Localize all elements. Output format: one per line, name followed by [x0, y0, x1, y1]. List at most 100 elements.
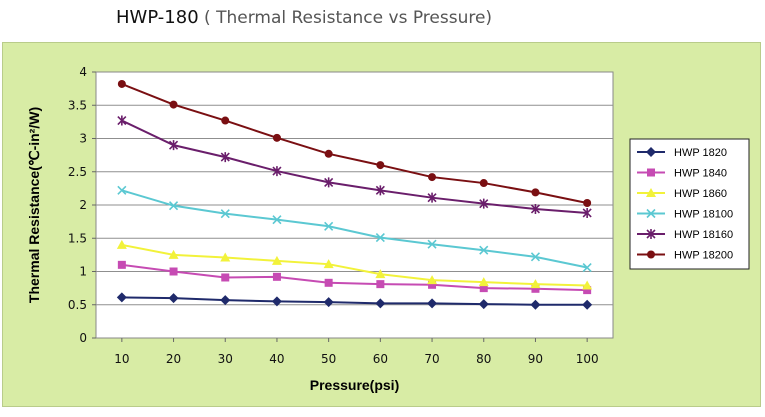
- legend-marker-hwp-1820: [646, 147, 656, 157]
- data-point-hwp-18200: [479, 179, 488, 188]
- data-point-hwp-18100: [427, 239, 437, 249]
- data-point-hwp-1860: [220, 252, 231, 262]
- legend-label-hwp-1820: HWP 1820: [674, 147, 727, 159]
- chart-title-main: HWP-180: [116, 7, 199, 28]
- data-point-hwp-18200: [272, 133, 281, 142]
- data-point-hwp-1840: [169, 267, 178, 276]
- chart-title: HWP-180 ( Thermal Resistance vs Pressure…: [116, 7, 492, 28]
- data-point-hwp-18160: [272, 166, 282, 177]
- data-point-hwp-1820: [427, 298, 438, 309]
- y-tick-label: 2.5: [68, 165, 87, 179]
- data-point-hwp-18100: [479, 245, 489, 255]
- legend-label-hwp-18100: HWP 18100: [674, 209, 733, 221]
- data-point-hwp-18160: [375, 185, 385, 196]
- legend-box: [629, 138, 750, 270]
- series-line-hwp-18100: [121, 189, 588, 269]
- chart-title-sub: ( Thermal Resistance vs Pressure): [198, 8, 493, 28]
- series-line-hwp-1840: [121, 263, 588, 292]
- data-point-hwp-1840: [428, 280, 437, 289]
- data-point-hwp-1840: [221, 273, 230, 282]
- y-tick-label: 4: [79, 65, 87, 79]
- y-tick-label: 0: [79, 331, 87, 345]
- data-point-hwp-18100: [117, 185, 127, 195]
- data-point-hwp-18160: [117, 115, 127, 126]
- data-point-hwp-1860: [271, 255, 282, 265]
- data-point-hwp-18200: [428, 173, 437, 182]
- x-tick-label: 70: [424, 352, 439, 366]
- x-tick-label: 50: [321, 352, 336, 366]
- series-line-hwp-18200: [121, 83, 588, 204]
- data-point-hwp-18200: [117, 79, 126, 88]
- data-point-hwp-18160: [168, 140, 179, 151]
- legend-label-hwp-1860: HWP 1860: [674, 188, 727, 200]
- chart-panel: 0 0.5 1 1.5 2 2.5 3 3.5 4 10 20 30 40 50 60 70 80 90 100 Pr…: [2, 42, 761, 407]
- data-point-hwp-18100: [530, 252, 541, 262]
- x-tick-label: 90: [528, 352, 543, 366]
- data-point-hwp-1860: [116, 239, 127, 249]
- data-point-hwp-1860: [478, 277, 489, 287]
- data-point-hwp-1820: [271, 296, 282, 307]
- data-point-hwp-1840: [272, 272, 281, 281]
- legend-label-hwp-1840: HWP 1840: [674, 168, 727, 180]
- data-point-hwp-1820: [220, 295, 231, 306]
- data-point-hwp-1860: [168, 249, 179, 259]
- y-tick-label: 3.5: [68, 98, 87, 112]
- data-point-hwp-18160: [220, 152, 230, 163]
- data-point-hwp-18200: [324, 149, 333, 158]
- data-point-hwp-18100: [375, 233, 385, 243]
- x-tick-label: 100: [576, 352, 599, 366]
- data-point-hwp-18200: [583, 199, 592, 208]
- data-point-hwp-18200: [221, 116, 230, 125]
- data-point-hwp-18200: [376, 161, 385, 170]
- data-point-hwp-18160: [479, 198, 489, 209]
- data-point-hwp-18100: [168, 201, 179, 211]
- data-point-hwp-1820: [168, 293, 179, 304]
- data-point-hwp-18100: [324, 221, 334, 231]
- x-tick-label: 40: [269, 352, 284, 366]
- y-tick-label: 0.5: [68, 298, 87, 312]
- y-axis-title: Thermal Resistance(℃-in²/W): [26, 107, 42, 303]
- legend-marker-hwp-1860: [646, 188, 656, 197]
- data-point-hwp-1860: [427, 275, 438, 285]
- data-point-hwp-18200: [531, 188, 540, 197]
- x-tick-label: 60: [373, 352, 388, 366]
- data-point-hwp-1820: [530, 299, 541, 310]
- data-point-hwp-18100: [272, 215, 282, 225]
- data-point-hwp-18100: [220, 209, 230, 219]
- x-tick-label: 80: [476, 352, 491, 366]
- data-point-hwp-18160: [582, 207, 592, 218]
- data-point-hwp-1840: [376, 280, 385, 289]
- line-chart: 0 0.5 1 1.5 2 2.5 3 3.5 4 10 20 30 40 50 60 70 80 90 100 Pr…: [26, 65, 750, 393]
- data-point-hwp-18200: [169, 100, 178, 109]
- data-point-hwp-1840: [583, 286, 592, 295]
- series-line-hwp-18160: [121, 119, 588, 214]
- data-point-hwp-1820: [116, 292, 127, 303]
- legend-marker-hwp-1840: [647, 168, 655, 177]
- data-point-hwp-1860: [582, 280, 593, 290]
- legend-label-hwp-18160: HWP 18160: [674, 229, 733, 241]
- data-point-hwp-1840: [479, 284, 488, 293]
- legend-label-hwp-18200: HWP 18200: [674, 250, 733, 262]
- y-tick-label: 1: [79, 265, 87, 279]
- x-axis-title: Pressure(psi): [310, 377, 399, 393]
- data-point-hwp-1840: [324, 278, 333, 287]
- data-point-hwp-1860: [323, 259, 334, 269]
- data-point-hwp-1820: [478, 299, 489, 310]
- x-tick-label: 20: [166, 352, 181, 366]
- legend-marker-hwp-18200: [647, 250, 655, 259]
- data-point-hwp-1860: [375, 269, 386, 279]
- data-point-hwp-1840: [117, 260, 126, 269]
- data-point-hwp-1840: [531, 284, 540, 293]
- series-line-hwp-1860: [121, 243, 588, 287]
- data-point-hwp-18160: [530, 203, 541, 214]
- x-tick-label: 30: [218, 352, 233, 366]
- data-point-hwp-18100: [582, 262, 592, 273]
- data-point-hwp-18160: [324, 177, 334, 188]
- y-tick-label: 3: [79, 132, 87, 146]
- legend-marker-hwp-18100: [646, 208, 656, 219]
- series-line-hwp-1820: [121, 296, 588, 306]
- data-point-hwp-1820: [323, 297, 334, 308]
- legend-marker-hwp-18160: [646, 229, 656, 239]
- x-tick-label: 10: [114, 352, 129, 366]
